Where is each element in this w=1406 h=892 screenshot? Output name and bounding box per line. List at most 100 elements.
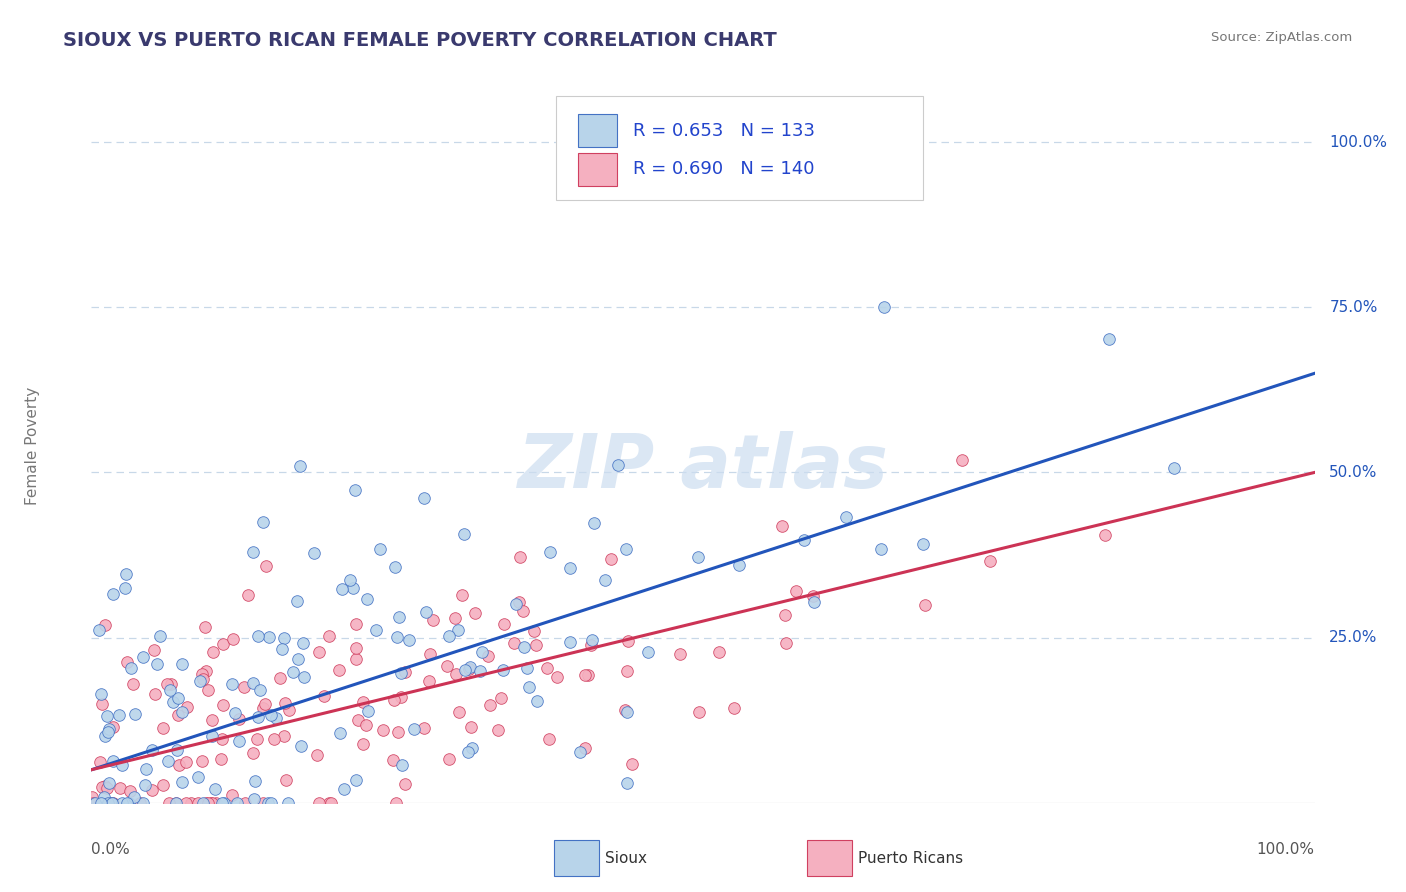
- Point: [616, 706, 638, 720]
- Point: [281, 665, 304, 680]
- Point: [222, 632, 245, 646]
- Point: [415, 605, 437, 619]
- Point: [1163, 461, 1185, 475]
- Point: [152, 721, 174, 735]
- Point: [912, 537, 935, 551]
- Point: [166, 743, 188, 757]
- Point: [274, 696, 297, 710]
- Point: [486, 723, 509, 738]
- Text: Female Poverty: Female Poverty: [25, 387, 41, 505]
- Point: [385, 796, 408, 810]
- Point: [224, 706, 246, 720]
- Point: [318, 629, 340, 643]
- Point: [686, 549, 709, 564]
- Point: [157, 755, 180, 769]
- Point: [94, 779, 117, 793]
- Point: [263, 732, 285, 747]
- Point: [260, 708, 283, 723]
- Point: [180, 796, 202, 810]
- Point: [159, 683, 181, 698]
- FancyBboxPatch shape: [578, 153, 617, 186]
- Point: [870, 541, 893, 556]
- Point: [122, 677, 145, 691]
- Point: [195, 796, 218, 810]
- Point: [339, 574, 361, 588]
- Point: [402, 722, 425, 736]
- Point: [505, 597, 527, 611]
- Point: [1094, 528, 1116, 542]
- Point: [328, 663, 350, 677]
- Point: [613, 703, 636, 717]
- Point: [211, 796, 233, 810]
- Point: [688, 705, 710, 719]
- Point: [176, 699, 198, 714]
- Point: [620, 756, 643, 771]
- Point: [233, 796, 256, 810]
- Point: [228, 734, 250, 748]
- Point: [273, 632, 295, 646]
- Point: [242, 746, 264, 760]
- Point: [308, 645, 330, 659]
- Point: [243, 792, 266, 806]
- Point: [276, 772, 298, 787]
- Point: [773, 607, 796, 622]
- Point: [91, 780, 114, 794]
- Point: [516, 661, 538, 675]
- Point: [101, 796, 124, 810]
- Point: [460, 720, 482, 734]
- Point: [187, 796, 209, 810]
- Point: [101, 754, 124, 768]
- Point: [114, 581, 136, 595]
- Point: [131, 649, 153, 664]
- Point: [835, 510, 858, 524]
- Point: [436, 659, 458, 673]
- Point: [212, 637, 235, 651]
- Point: [246, 629, 269, 643]
- Point: [288, 458, 311, 473]
- Point: [266, 711, 288, 725]
- Text: ZIP atlas: ZIP atlas: [517, 431, 889, 504]
- Point: [96, 708, 118, 723]
- Point: [593, 573, 616, 587]
- Text: 100.0%: 100.0%: [1257, 842, 1315, 857]
- Point: [132, 796, 155, 810]
- Point: [190, 666, 212, 681]
- Point: [449, 705, 471, 719]
- Point: [197, 683, 219, 698]
- Point: [285, 593, 308, 607]
- Point: [457, 745, 479, 759]
- Point: [389, 666, 412, 681]
- Point: [463, 606, 485, 620]
- Point: [87, 623, 110, 637]
- Point: [191, 796, 214, 810]
- Point: [492, 663, 515, 677]
- Point: [364, 624, 387, 638]
- Point: [129, 796, 152, 810]
- Point: [252, 515, 274, 529]
- Point: [494, 617, 516, 632]
- Point: [914, 598, 936, 612]
- Point: [242, 676, 264, 690]
- Point: [526, 693, 548, 707]
- Point: [236, 588, 259, 602]
- Point: [560, 635, 582, 649]
- Point: [242, 545, 264, 559]
- Point: [803, 595, 825, 609]
- Point: [382, 693, 405, 707]
- Point: [146, 657, 169, 671]
- Point: [149, 630, 172, 644]
- Point: [356, 718, 378, 732]
- Text: R = 0.653   N = 133: R = 0.653 N = 133: [633, 121, 815, 140]
- Point: [188, 673, 211, 688]
- Text: SIOUX VS PUERTO RICAN FEMALE POVERTY CORRELATION CHART: SIOUX VS PUERTO RICAN FEMALE POVERTY COR…: [63, 31, 778, 50]
- Point: [204, 781, 226, 796]
- Point: [89, 755, 111, 769]
- Point: [292, 670, 315, 684]
- Point: [82, 796, 104, 810]
- Text: Sioux: Sioux: [605, 851, 647, 865]
- Point: [191, 755, 214, 769]
- Point: [616, 664, 638, 678]
- FancyBboxPatch shape: [557, 96, 924, 200]
- Point: [120, 661, 142, 675]
- Point: [117, 655, 139, 669]
